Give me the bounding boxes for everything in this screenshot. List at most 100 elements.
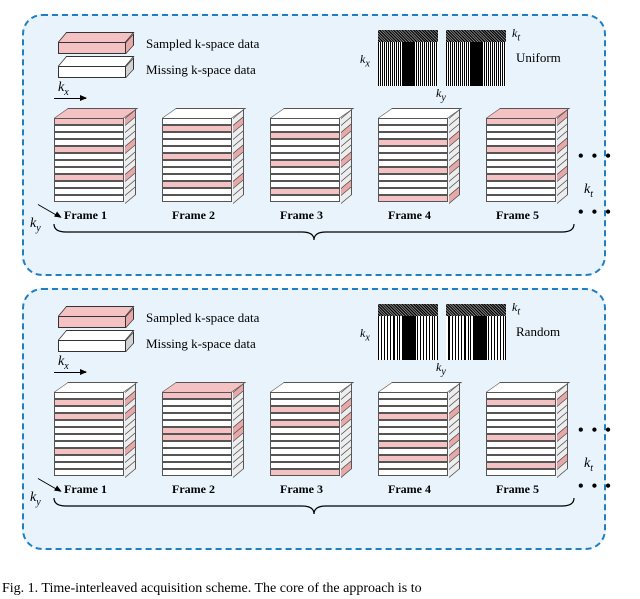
stack-layer bbox=[486, 455, 556, 462]
figure-caption: Fig. 1. Time-interleaved acquisition sch… bbox=[2, 581, 422, 597]
kx-arrow bbox=[54, 98, 86, 99]
stack-layer bbox=[162, 406, 232, 413]
stack-layer bbox=[486, 413, 556, 420]
mask-box bbox=[378, 304, 438, 360]
stack-layer bbox=[54, 125, 124, 132]
stack-layer bbox=[54, 420, 124, 427]
stack-layer bbox=[162, 195, 232, 202]
stack-layer bbox=[162, 160, 232, 167]
stack-layer bbox=[270, 420, 340, 427]
stack-layer bbox=[486, 160, 556, 167]
stack-layer bbox=[270, 174, 340, 181]
frame-label: Frame 3 bbox=[280, 482, 323, 497]
stack-layer bbox=[486, 427, 556, 434]
ellipsis: • • • bbox=[578, 478, 613, 496]
stack-layer bbox=[378, 469, 448, 476]
legend-sampled-label: Sampled k-space data bbox=[146, 36, 259, 52]
stack-layer bbox=[486, 125, 556, 132]
mask-kx-label: kx bbox=[360, 326, 370, 343]
stack-layer bbox=[54, 448, 124, 455]
mask-noise bbox=[378, 30, 438, 42]
stack-layer bbox=[162, 118, 232, 125]
stack-layer bbox=[54, 160, 124, 167]
stack-layer bbox=[378, 160, 448, 167]
stack-layer bbox=[270, 462, 340, 469]
stack-layer bbox=[54, 455, 124, 462]
frame-label: Frame 4 bbox=[388, 482, 431, 497]
stack-layer bbox=[270, 434, 340, 441]
mask-noise bbox=[446, 304, 506, 316]
stack-layer bbox=[378, 125, 448, 132]
stack-layer bbox=[54, 167, 124, 174]
stack-layer bbox=[270, 413, 340, 420]
mask-name-label: Uniform bbox=[516, 50, 561, 66]
kx-arrow bbox=[54, 372, 86, 373]
stack-layer bbox=[162, 188, 232, 195]
stack-layer bbox=[54, 139, 124, 146]
ellipsis-mid: • • • bbox=[578, 148, 613, 166]
stack-layer bbox=[162, 434, 232, 441]
mask-kx-label: kx bbox=[360, 52, 370, 69]
stack-layer bbox=[378, 174, 448, 181]
frame-label: Frame 1 bbox=[64, 208, 107, 223]
stack-layer bbox=[54, 406, 124, 413]
stack-layer bbox=[162, 125, 232, 132]
stack-layer bbox=[486, 181, 556, 188]
stack-layer bbox=[162, 167, 232, 174]
stack-layer bbox=[486, 462, 556, 469]
stack-layer bbox=[162, 462, 232, 469]
stack-layer bbox=[162, 153, 232, 160]
ky-label: ky bbox=[30, 490, 41, 508]
stack-layer bbox=[54, 132, 124, 139]
stack-layer bbox=[378, 139, 448, 146]
stack-layer bbox=[378, 406, 448, 413]
mask-noise bbox=[446, 30, 506, 42]
stack-layer bbox=[54, 188, 124, 195]
stack-layer bbox=[270, 125, 340, 132]
stack-layer bbox=[54, 469, 124, 476]
stack-layer bbox=[54, 399, 124, 406]
stack-layer bbox=[486, 448, 556, 455]
frame-label: Frame 5 bbox=[496, 208, 539, 223]
stack-layer bbox=[54, 195, 124, 202]
stack-layer bbox=[378, 413, 448, 420]
stack-layer bbox=[54, 427, 124, 434]
stack-layer bbox=[162, 399, 232, 406]
stack-layer bbox=[270, 455, 340, 462]
stack-layer bbox=[162, 146, 232, 153]
mask-kt-label: kt bbox=[512, 300, 520, 317]
stack-layer bbox=[486, 434, 556, 441]
ellipsis: • • • bbox=[578, 204, 613, 222]
stack-layer bbox=[378, 195, 448, 202]
stack-layer bbox=[486, 469, 556, 476]
mask-name-label: Random bbox=[516, 324, 560, 340]
stack-layer bbox=[270, 118, 340, 125]
kt-label: kt bbox=[584, 456, 593, 474]
kx-label: kx bbox=[58, 354, 69, 372]
stack-layer bbox=[486, 406, 556, 413]
stack-layer bbox=[270, 392, 340, 399]
stack-layer bbox=[54, 462, 124, 469]
stack-layer bbox=[162, 132, 232, 139]
stack-layer bbox=[270, 195, 340, 202]
stack-layer bbox=[486, 420, 556, 427]
mask-kt-label: kt bbox=[512, 26, 520, 43]
stack-layer bbox=[270, 132, 340, 139]
frame-label: Frame 2 bbox=[172, 208, 215, 223]
frame-label: Frame 4 bbox=[388, 208, 431, 223]
stack-layer bbox=[378, 441, 448, 448]
stack-layer bbox=[378, 146, 448, 153]
stack-layer bbox=[378, 132, 448, 139]
legend-missing-label: Missing k-space data bbox=[146, 336, 256, 352]
stack-layer bbox=[54, 413, 124, 420]
stack-layer bbox=[270, 146, 340, 153]
stack-layer bbox=[486, 167, 556, 174]
stack-layer bbox=[486, 195, 556, 202]
stack-layer bbox=[486, 188, 556, 195]
mask-ky-label: ky bbox=[436, 360, 446, 377]
frame-label: Frame 2 bbox=[172, 482, 215, 497]
stack-layer bbox=[162, 420, 232, 427]
stack-layer bbox=[378, 188, 448, 195]
stack-layer bbox=[54, 392, 124, 399]
legend-sampled-label: Sampled k-space data bbox=[146, 310, 259, 326]
